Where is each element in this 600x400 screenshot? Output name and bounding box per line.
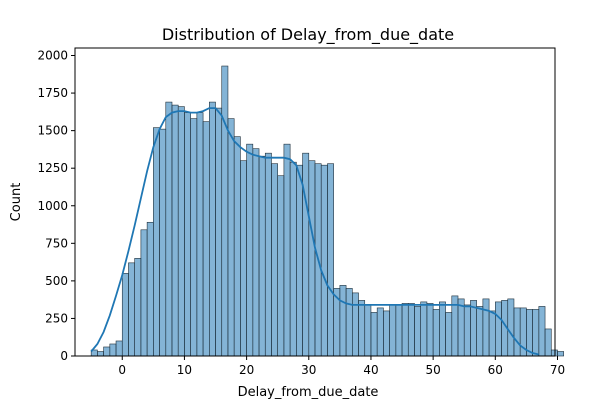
histogram-bar [271, 163, 278, 357]
histogram-bar [544, 328, 552, 357]
histogram-bar [264, 152, 272, 357]
y-tick-label: 250 [45, 311, 68, 325]
histogram-bar [190, 118, 198, 357]
histogram-bar [439, 301, 446, 357]
histogram-bar [233, 136, 241, 357]
histogram-bar [445, 312, 453, 357]
x-tick-label: 40 [363, 363, 378, 377]
histogram-bar [184, 112, 191, 357]
y-ticks: 0 250 500 750 1000 1250 1500 1750 2000 [37, 49, 75, 363]
x-tick-label: 20 [239, 363, 254, 377]
histogram-bar [134, 258, 142, 357]
histogram-bar [339, 285, 347, 357]
histogram-bar [526, 309, 533, 357]
histogram-bar [345, 288, 353, 357]
chart-title: Distribution of Delay_from_due_date [162, 25, 454, 45]
y-tick-label: 1000 [37, 199, 68, 213]
y-tick-label: 0 [60, 349, 68, 363]
y-tick-label: 1500 [37, 124, 68, 138]
histogram-bar [358, 300, 366, 357]
histogram-bar [109, 343, 117, 357]
histogram-bar [364, 304, 372, 357]
x-tick-label: 70 [550, 363, 565, 377]
histogram-bar [252, 148, 260, 357]
histogram-bar [432, 309, 440, 357]
y-tick-label: 1750 [37, 86, 68, 100]
histogram-bar [370, 312, 378, 357]
y-axis-label: Count [9, 183, 24, 222]
histogram-bar [97, 351, 104, 357]
x-tick-label: 50 [425, 363, 440, 377]
histogram-bar [352, 292, 359, 357]
histogram-bar [308, 160, 316, 357]
histogram-bar [215, 107, 223, 357]
y-tick-label: 2000 [37, 49, 68, 63]
histogram-bar [389, 304, 397, 357]
histogram-bar [289, 161, 297, 357]
x-tick-label: 10 [177, 363, 192, 377]
histogram-bar [383, 310, 390, 357]
histogram-bar [128, 262, 135, 357]
histogram-bar [538, 306, 546, 357]
histogram-bar [171, 104, 179, 357]
histogram-bar [495, 301, 502, 357]
histogram-bar [414, 306, 421, 357]
x-ticks: 0 10 20 30 40 50 60 70 [118, 356, 565, 377]
x-tick-label: 30 [301, 363, 316, 377]
histogram-bar [115, 340, 123, 357]
histogram-bar [302, 152, 310, 357]
histogram-bar [121, 273, 129, 357]
histogram-bar [463, 304, 471, 357]
histogram-bar [202, 121, 210, 357]
histogram-bar [476, 306, 484, 357]
histogram-bar [395, 304, 403, 357]
histogram-bar [209, 101, 216, 357]
histogram-bar [513, 307, 521, 357]
histogram-bar [457, 298, 465, 357]
histogram-bar [283, 143, 291, 357]
histogram-bar [550, 349, 558, 357]
y-tick-label: 1250 [37, 161, 68, 175]
histogram-bar [221, 65, 229, 357]
histogram-bar [103, 346, 111, 357]
histogram-bar [557, 351, 565, 357]
y-tick-label: 750 [45, 236, 68, 250]
histogram-bar [196, 112, 204, 357]
histogram-bar [227, 118, 235, 357]
x-tick-label: 60 [488, 363, 503, 377]
histogram-bar [407, 303, 415, 357]
histogram-bar [420, 301, 428, 357]
histogram-bar [146, 221, 154, 357]
histogram-bar [165, 101, 173, 357]
kde-line [90, 107, 540, 356]
histogram-bar [507, 298, 515, 357]
histogram-bar [470, 300, 477, 357]
plot-frame [74, 47, 556, 357]
histogram-bar [277, 175, 285, 357]
histogram-bar [240, 160, 247, 357]
x-axis-label: Delay_from_due_date [238, 385, 379, 400]
histogram-bar [296, 164, 303, 357]
histogram-bar [153, 127, 160, 357]
histogram-bar [177, 106, 185, 357]
histogram-bar [159, 128, 167, 357]
histogram-bar [258, 155, 266, 357]
histogram-bar [320, 164, 328, 357]
histogram-bar [426, 303, 434, 357]
histogram-bar [140, 229, 148, 357]
y-tick-label: 500 [45, 274, 68, 288]
histogram-bar [327, 163, 334, 357]
histogram-bar [401, 303, 409, 357]
histogram-bar [246, 143, 254, 357]
x-tick-label: 0 [118, 363, 126, 377]
histogram-bar [488, 310, 496, 357]
histogram-bar [532, 309, 540, 357]
histogram-bar [482, 298, 490, 357]
histogram-bar [376, 307, 384, 357]
